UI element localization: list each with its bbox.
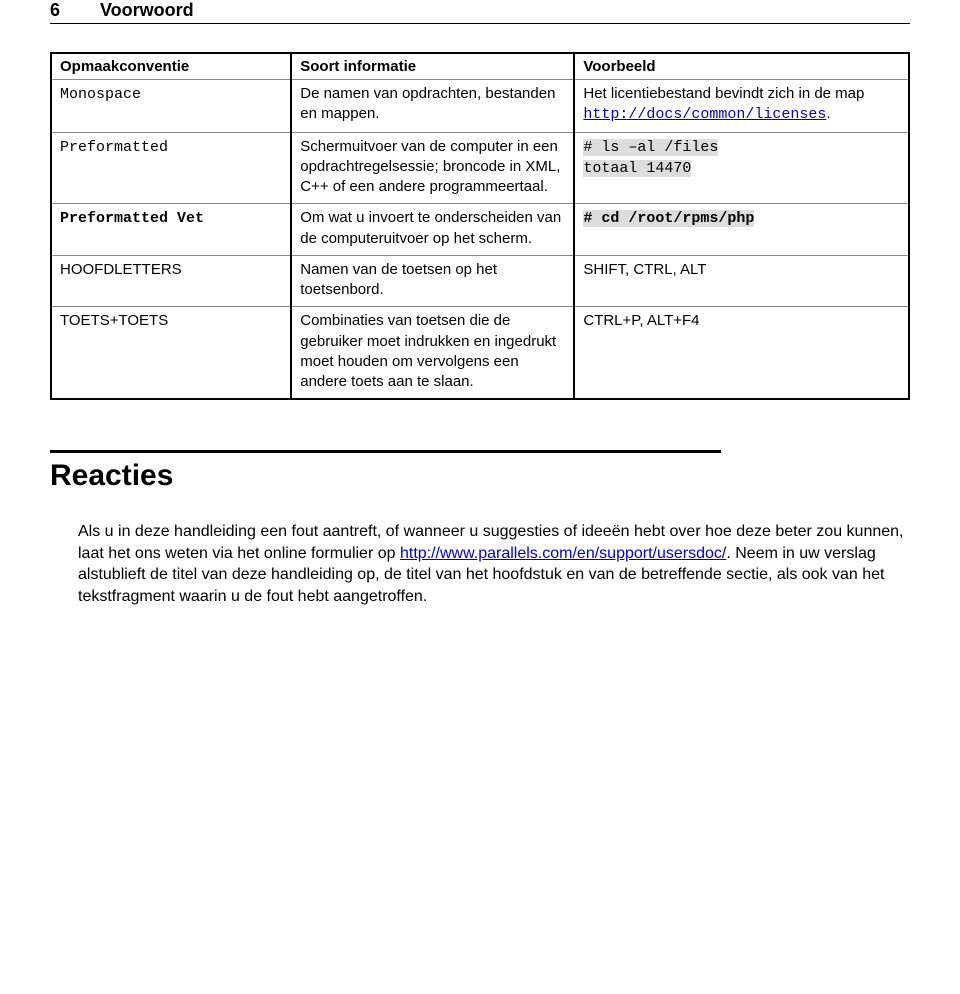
table-row: Preformatted Schermuitvoer van de comput… xyxy=(51,132,909,204)
convention-example: # ls –al /files totaal 14470 xyxy=(574,132,909,204)
convention-name: TOETS+TOETS xyxy=(51,307,291,400)
convention-name: Preformatted Vet xyxy=(60,210,204,227)
table-header-row: Opmaakconventie Soort informatie Voorbee… xyxy=(51,53,909,80)
conventions-table: Opmaakconventie Soort informatie Voorbee… xyxy=(50,52,910,400)
example-text: Het licentiebestand bevindt zich in de m… xyxy=(583,85,864,102)
table-row: TOETS+TOETS Combinaties van toetsen die … xyxy=(51,307,909,400)
page-header: 6 Voorwoord xyxy=(50,0,910,24)
convention-name: HOOFDLETTERS xyxy=(51,255,291,307)
convention-name: Monospace xyxy=(60,86,141,103)
page-number: 6 xyxy=(50,0,60,21)
section-paragraph: Als u in deze handleiding een fout aantr… xyxy=(78,521,910,607)
example-link[interactable]: http://docs/common/licenses xyxy=(583,106,826,123)
convention-example: SHIFT, CTRL, ALT xyxy=(574,255,909,307)
convention-desc: Schermuitvoer van de computer in een opd… xyxy=(291,132,574,204)
table-row: HOOFDLETTERS Namen van de toetsen op het… xyxy=(51,255,909,307)
section-divider xyxy=(50,450,721,453)
code-line: totaal 14470 xyxy=(583,160,691,177)
convention-example: CTRL+P, ALT+F4 xyxy=(574,307,909,400)
example-text: . xyxy=(826,105,830,122)
convention-name: Preformatted xyxy=(60,139,168,156)
page-section-title: Voorwoord xyxy=(100,0,194,21)
col-header: Voorbeeld xyxy=(574,53,909,80)
col-header: Soort informatie xyxy=(291,53,574,80)
convention-desc: De namen van opdrachten, bestanden en ma… xyxy=(291,80,574,133)
code-line: # ls –al /files xyxy=(583,139,718,156)
section-heading: Reacties xyxy=(50,459,910,493)
convention-desc: Om wat u invoert te onderscheiden van de… xyxy=(291,204,574,256)
code-line: # cd /root/rpms/php xyxy=(583,210,754,227)
support-link[interactable]: http://www.parallels.com/en/support/user… xyxy=(400,545,726,562)
convention-example: Het licentiebestand bevindt zich in de m… xyxy=(574,80,909,133)
col-header: Opmaakconventie xyxy=(51,53,291,80)
table-row: Monospace De namen van opdrachten, besta… xyxy=(51,80,909,133)
convention-desc: Combinaties van toetsen die de gebruiker… xyxy=(291,307,574,400)
convention-desc: Namen van de toetsen op het toetsenbord. xyxy=(291,255,574,307)
table-row: Preformatted Vet Om wat u invoert te ond… xyxy=(51,204,909,256)
convention-example: # cd /root/rpms/php xyxy=(574,204,909,256)
